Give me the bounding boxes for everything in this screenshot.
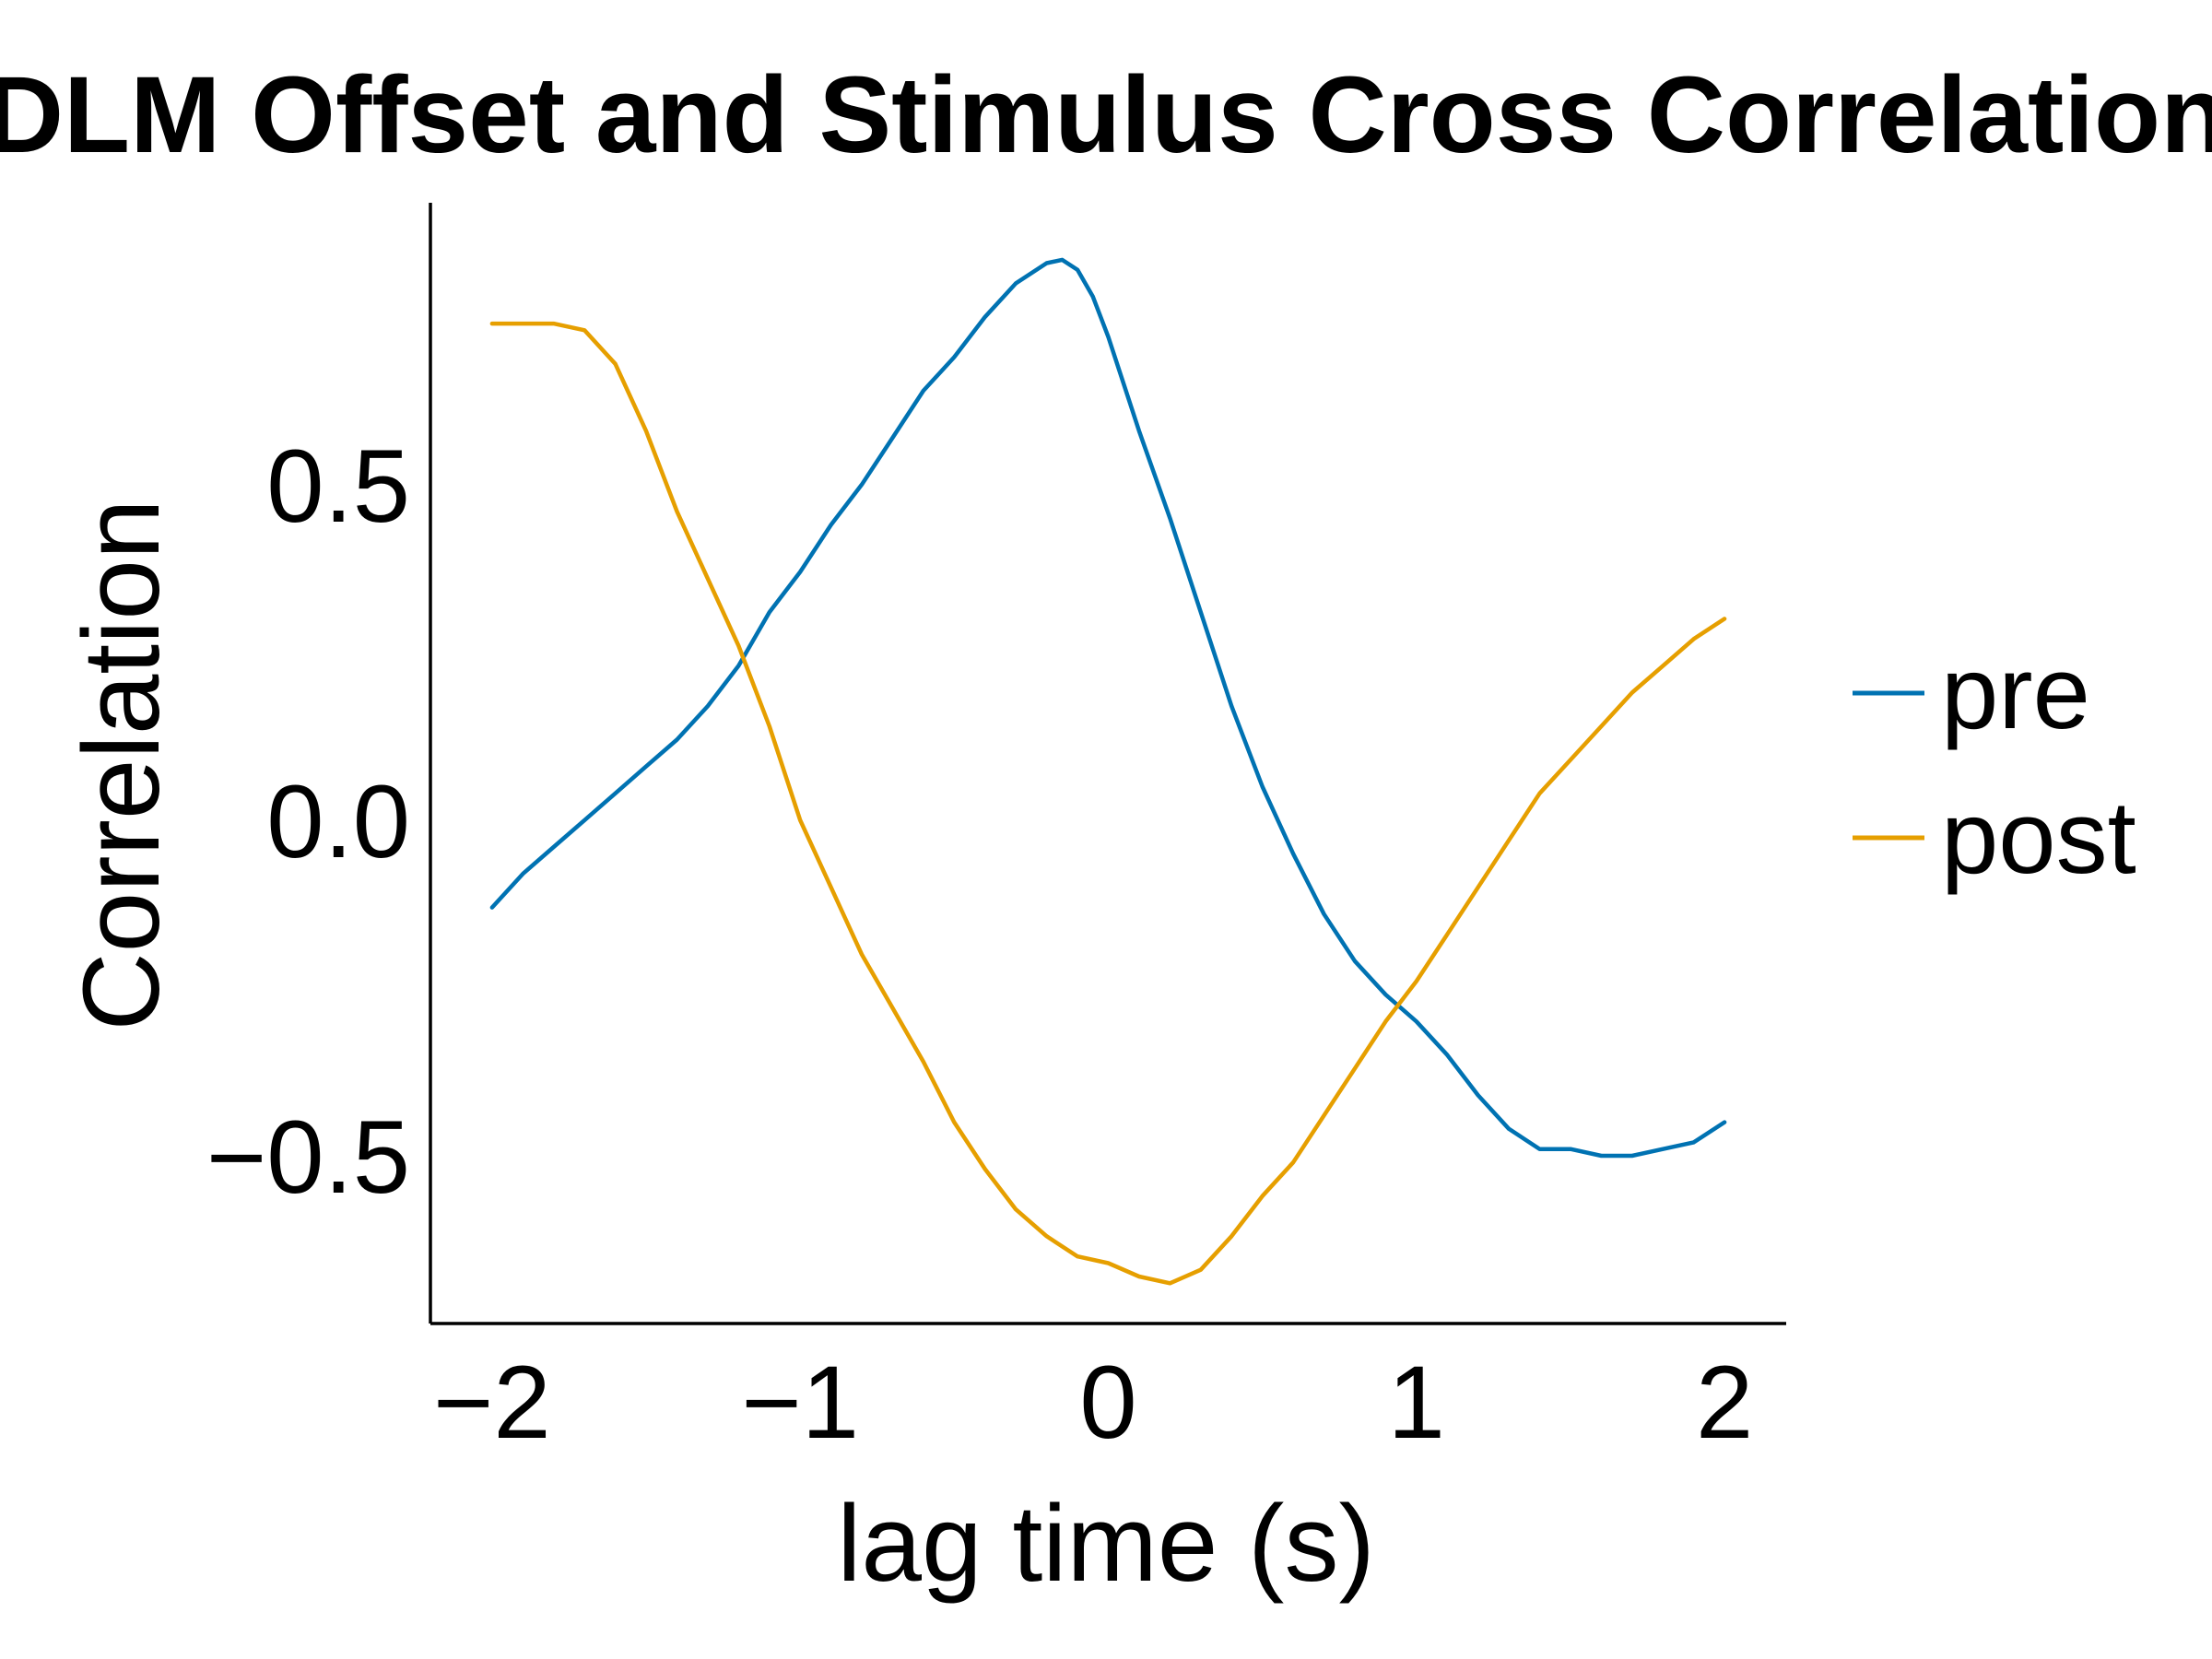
x-tick-label: 0 xyxy=(1079,1345,1136,1460)
y-tick-label: 0.5 xyxy=(266,429,410,544)
x-tick-labels: −2 −1 0 1 2 xyxy=(433,1345,1753,1460)
legend: pre post xyxy=(1853,635,2136,895)
chart-title: DLM Offset and Stimulus Cross Correlatio… xyxy=(0,54,2212,176)
x-tick-label: 2 xyxy=(1696,1345,1753,1460)
legend-label-pre: pre xyxy=(1941,635,2090,750)
x-axis-label: lag time (s) xyxy=(837,1483,1375,1605)
y-tick-label: 0.0 xyxy=(266,764,410,879)
y-tick-label: −0.5 xyxy=(206,1100,410,1215)
x-tick-label: −1 xyxy=(741,1345,859,1460)
legend-label-post: post xyxy=(1941,780,2136,895)
series-line-pre xyxy=(489,257,1727,1159)
series-line-post xyxy=(489,321,1727,1286)
x-tick-label: 1 xyxy=(1388,1345,1445,1460)
series-layer xyxy=(489,257,1727,1286)
x-tick-label: −2 xyxy=(433,1345,551,1460)
y-axis-label: Correlation xyxy=(61,499,182,1030)
axes xyxy=(429,203,1786,1325)
y-tick-labels: −0.5 0.0 0.5 xyxy=(206,429,410,1215)
